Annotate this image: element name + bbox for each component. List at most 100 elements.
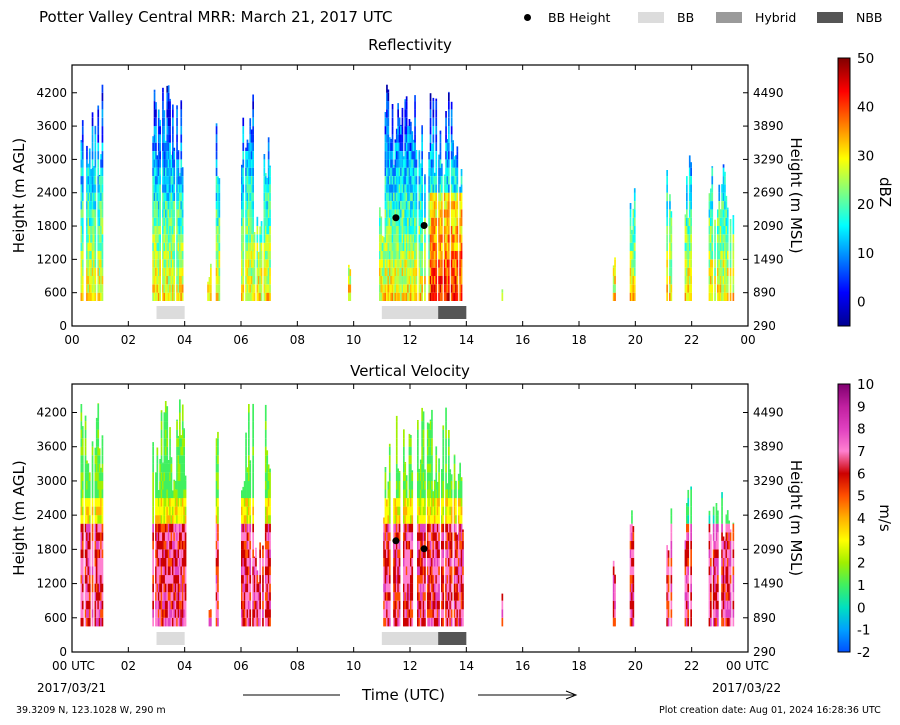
refl-data-cell [380, 292, 383, 301]
refl-data-cell [217, 201, 219, 210]
vel-data-cell [160, 583, 163, 593]
refl-data-cell [432, 217, 435, 226]
refl-data-cell [459, 201, 461, 210]
vel-data-cell [417, 575, 419, 584]
vel-data-cell [403, 472, 405, 481]
refl-data-cell [432, 167, 435, 176]
refl-data-cell [412, 284, 415, 293]
vel-data-cell [245, 480, 247, 490]
refl-data-cell [684, 267, 687, 276]
vel-data-cell [460, 515, 463, 524]
refl-data-cell [153, 151, 156, 160]
vel-data-cell [174, 566, 177, 576]
refl-data-cell [153, 259, 156, 268]
vel-data-cell [173, 515, 176, 524]
refl-data-cell [393, 209, 395, 218]
refl-data-cell [384, 112, 387, 118]
vel-data-cell [453, 540, 456, 550]
vel-data-cell [393, 540, 395, 550]
refl-data-cell [391, 201, 394, 210]
refl-data-cell [88, 251, 91, 260]
refl-data-cell [633, 276, 636, 285]
refl-data-cell [81, 151, 84, 160]
refl-data-cell [153, 92, 156, 102]
refl-data-cell [725, 226, 728, 235]
vel-data-cell [160, 506, 163, 516]
refl-data-cell [666, 209, 668, 218]
refl-data-cell [156, 209, 159, 218]
vel-data-cell [407, 617, 409, 627]
refl-data-cell [157, 209, 160, 218]
refl-data-cell [163, 234, 166, 243]
vel-data-cell [442, 455, 445, 464]
refl-data-cell [400, 284, 402, 293]
vel-data-cell [253, 575, 256, 584]
vel-data-cell [428, 609, 430, 618]
vel-data-cell [177, 435, 180, 439]
vel-data-cell [690, 532, 692, 541]
vel-data-cell [445, 407, 447, 413]
refl-data-cell [400, 217, 402, 226]
vel-data-cell [428, 438, 430, 447]
vel-data-cell [152, 472, 154, 481]
vel-data-cell [432, 491, 435, 498]
refl-data-cell [412, 209, 415, 218]
vel-data-cell [687, 549, 690, 558]
vel-data-cell [98, 566, 101, 576]
vel-data-cell [442, 609, 445, 618]
vel-data-cell [729, 617, 732, 627]
refl-data-cell [452, 192, 454, 201]
vel-data-cell [428, 498, 430, 507]
refl-data-cell [708, 267, 711, 276]
vel-data-cell [246, 506, 249, 516]
refl-data-cell [267, 267, 270, 276]
refl-data-cell [248, 234, 250, 243]
vel-data-cell [417, 549, 419, 558]
vel-data-cell [417, 489, 419, 499]
vel-data-cell [253, 556, 256, 558]
vel-data-cell [246, 549, 249, 558]
vel-data-cell [252, 429, 254, 439]
vel-data-cell [717, 540, 719, 550]
refl-data-cell [400, 184, 402, 193]
vel-data-cell [429, 549, 432, 558]
vel-data-cell [632, 592, 635, 601]
refl-data-cell [90, 209, 92, 218]
refl-data-cell [394, 209, 397, 218]
refl-data-cell [179, 192, 181, 201]
vel-data-cell [97, 540, 100, 550]
vel-data-cell [248, 515, 250, 524]
refl-data-cell [181, 251, 184, 260]
refl-data-cell [729, 219, 732, 226]
refl-data-cell [450, 184, 453, 193]
vel-data-cell [162, 523, 164, 533]
refl-data-cell [170, 234, 173, 243]
refl-data-cell [418, 209, 421, 218]
refl-data-cell [164, 167, 167, 176]
refl-data-cell [256, 226, 259, 235]
vel-data-cell [160, 421, 163, 430]
vel-data-cell [446, 549, 449, 558]
vel-data-cell [266, 472, 269, 481]
vel-data-cell [95, 592, 98, 601]
vel-data-cell [217, 600, 219, 610]
refl-data-cell [433, 251, 436, 260]
refl-data-cell [688, 259, 691, 268]
vel-data-cell [431, 463, 433, 473]
refl-data-cell [170, 176, 173, 185]
vel-data-cell [456, 566, 459, 576]
refl-data-cell [435, 117, 438, 127]
vel-data-cell [242, 583, 245, 593]
vel-data-cell [445, 489, 447, 499]
refl-data-cell [460, 267, 463, 276]
vel-data-cell [167, 583, 170, 593]
vel-data-cell [431, 566, 433, 576]
vel-data-cell [449, 609, 452, 618]
refl-data-cell [166, 151, 169, 160]
refl-data-cell [162, 201, 164, 210]
vel-data-cell [152, 489, 154, 499]
vel-data-cell [179, 438, 181, 447]
refl-data-cell [459, 186, 461, 193]
refl-data-cell [159, 242, 161, 251]
refl-data-cell [405, 159, 408, 168]
